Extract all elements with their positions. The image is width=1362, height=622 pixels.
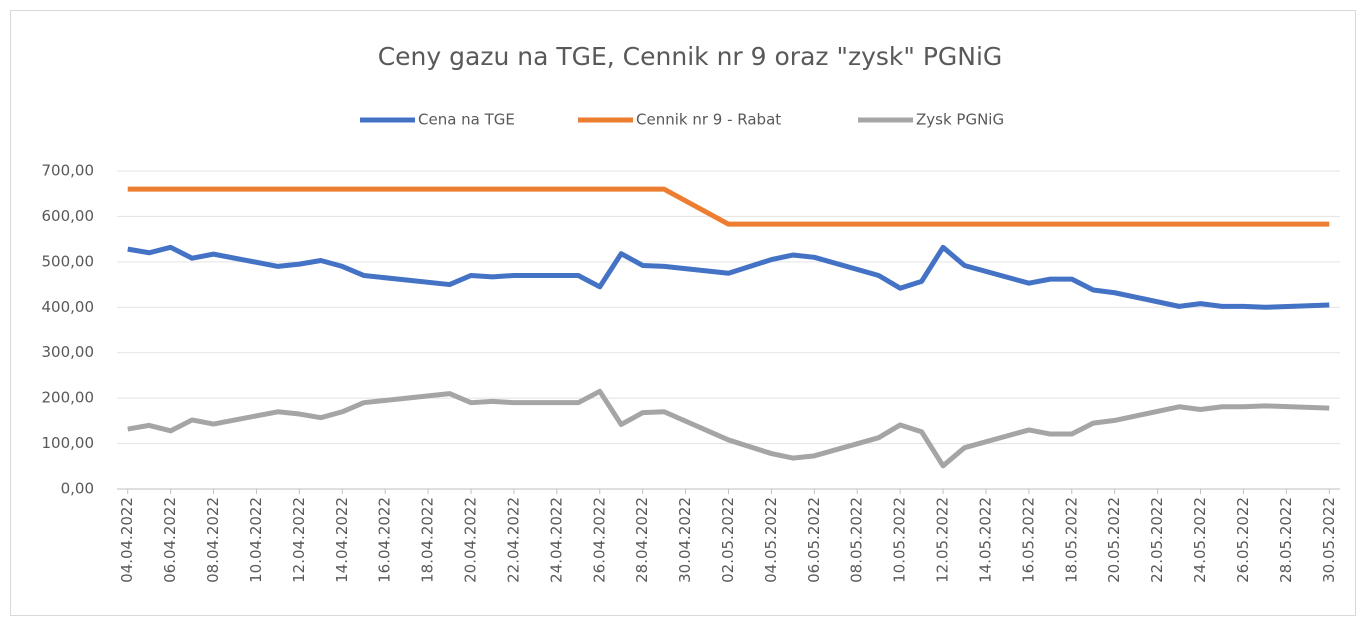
x-tick-label: 14.05.2022 (976, 497, 994, 583)
x-tick-label: 18.05.2022 (1062, 497, 1080, 583)
x-tick-label: 20.04.2022 (462, 497, 480, 583)
x-tick-label: 16.04.2022 (376, 497, 394, 583)
chart-frame (10, 10, 1356, 616)
legend-label: Cennik nr 9 - Rabat (636, 111, 781, 129)
y-tick-label: 300,00 (42, 343, 95, 361)
legend-label: Cena na TGE (418, 111, 515, 129)
y-tick-label: 200,00 (42, 389, 95, 407)
y-tick-label: 700,00 (42, 162, 95, 180)
x-tick-label: 14.04.2022 (333, 497, 351, 583)
y-tick-label: 600,00 (42, 207, 95, 225)
x-tick-label: 16.05.2022 (1019, 497, 1037, 583)
x-tick-label: 12.04.2022 (290, 497, 308, 583)
x-tick-label: 10.04.2022 (247, 497, 265, 583)
x-tick-label: 22.05.2022 (1148, 497, 1166, 583)
series-line (127, 186, 1330, 227)
x-tick-label: 24.05.2022 (1191, 497, 1209, 583)
x-tick-label: 04.05.2022 (762, 497, 780, 583)
y-tick-label: 500,00 (42, 252, 95, 270)
x-tick-label: 26.04.2022 (590, 497, 608, 583)
chart-title: Ceny gazu na TGE, Cennik nr 9 oraz "zysk… (378, 42, 1003, 71)
series-line (127, 244, 1330, 310)
x-tick-label: 22.04.2022 (504, 497, 522, 583)
x-tick-label: 18.04.2022 (419, 497, 437, 583)
x-tick-label: 30.05.2022 (1320, 497, 1338, 583)
y-tick-label: 0,00 (61, 480, 94, 498)
series-line (127, 388, 1330, 469)
x-tick-label: 06.05.2022 (805, 497, 823, 583)
x-tick-label: 10.05.2022 (891, 497, 909, 583)
x-tick-label: 30.04.2022 (676, 497, 694, 583)
x-tick-label: 06.04.2022 (161, 497, 179, 583)
x-tick-label: 26.05.2022 (1234, 497, 1252, 583)
x-tick-label: 04.04.2022 (118, 497, 136, 583)
y-tick-label: 100,00 (42, 434, 95, 452)
x-tick-label: 02.05.2022 (719, 497, 737, 583)
y-tick-label: 400,00 (42, 298, 95, 316)
legend-label: Zysk PGNiG (916, 111, 1004, 129)
x-tick-label: 24.04.2022 (547, 497, 565, 583)
x-tick-label: 20.05.2022 (1105, 497, 1123, 583)
x-tick-label: 28.04.2022 (633, 497, 651, 583)
x-tick-label: 08.05.2022 (848, 497, 866, 583)
x-tick-label: 08.04.2022 (204, 497, 222, 583)
x-tick-label: 12.05.2022 (934, 497, 952, 583)
x-tick-label: 28.05.2022 (1277, 497, 1295, 583)
